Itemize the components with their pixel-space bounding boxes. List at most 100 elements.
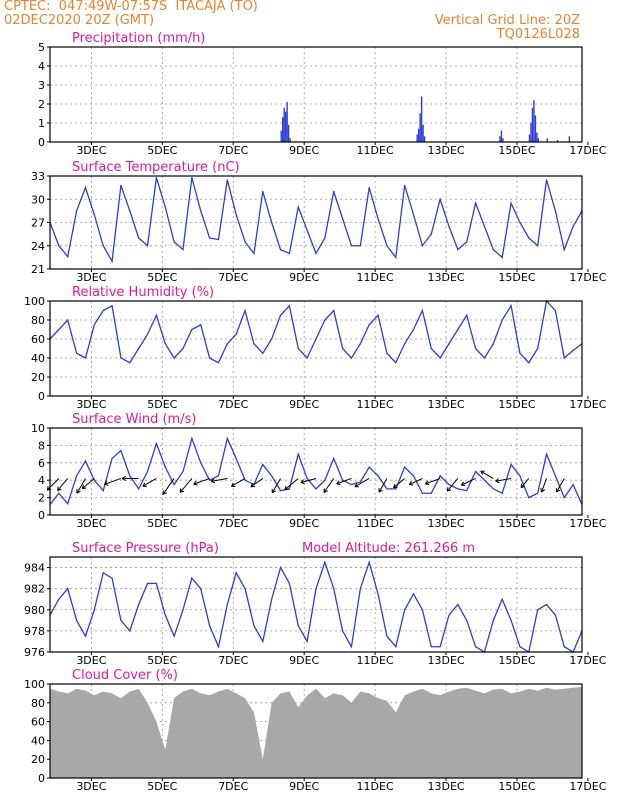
point-rh-25 [271, 338, 273, 340]
wind-arrow-26 [495, 477, 512, 484]
point-rh-10 [138, 347, 140, 350]
xtick-wind-1: 5DEC [147, 517, 177, 530]
precip-bar-2 [283, 107, 285, 142]
ytick-temp-0: 21 [31, 263, 45, 276]
point-pres-6 [102, 572, 104, 574]
wind-arrow-27 [520, 478, 530, 489]
wind-arrow-4 [104, 477, 122, 486]
wind-arrow-5 [121, 475, 139, 481]
point-temp-5 [93, 214, 95, 216]
cloud-area [50, 686, 582, 778]
point-wind-28 [297, 453, 299, 455]
header-location: CPTEC: 047:49W-07:57S ITACAJA (TO) [4, 0, 258, 14]
point-temp-27 [288, 252, 290, 255]
point-rh-9 [129, 362, 131, 364]
point-temp-36 [368, 187, 370, 189]
point-temp-1 [58, 245, 60, 247]
point-wind-53 [519, 475, 521, 477]
point-pres-47 [466, 619, 468, 621]
wind-arrow-12 [250, 478, 264, 488]
point-temp-25 [271, 221, 273, 224]
point-temp-30 [315, 252, 317, 255]
xtick-temp-0: 3DEC [76, 271, 106, 284]
point-rh-14 [173, 357, 175, 359]
point-wind-27 [288, 488, 290, 490]
point-wind-33 [342, 479, 344, 481]
point-temp-4 [84, 187, 87, 189]
point-pres-44 [439, 646, 441, 648]
chart-temp: 21 24 27 30 33 3DEC 5DEC 7DEC 9DEC 11DEC 13DEC 15DE… [31, 160, 607, 284]
point-wind-37 [377, 475, 379, 477]
point-temp-17 [200, 210, 202, 212]
point-pres-7 [111, 577, 113, 579]
xtick-pres-0: 3DEC [76, 654, 106, 667]
precip-bar-17 [530, 123, 532, 142]
wind-arrow-25 [480, 470, 494, 479]
chart-pres: 976 978 980 982 984 3DEC 5DEC 7DEC 9DEC 11DEC 13DE… [24, 541, 607, 667]
point-pres-31 [324, 561, 326, 563]
point-wind-11 [146, 470, 149, 473]
xtick-temp-7: 17DEC [569, 271, 606, 284]
xtick-rh-7: 17DEC [569, 398, 606, 411]
point-temp-34 [350, 245, 353, 247]
chart-title-precip: Precipitation (mm/h) [72, 31, 205, 46]
ytick-wind-5: 10 [31, 422, 45, 435]
ytick-temp-1: 24 [31, 240, 45, 253]
point-rh-34 [350, 357, 353, 359]
point-rh-19 [217, 362, 220, 364]
precip-bar-9 [419, 113, 421, 142]
precip-bar-8 [417, 128, 420, 142]
point-wind-14 [173, 483, 175, 486]
point-pres-50 [492, 619, 494, 621]
ytick-precip-0: 0 [38, 136, 45, 149]
point-temp-26 [279, 249, 282, 251]
wind-arrow-11 [230, 478, 246, 487]
point-wind-13 [164, 466, 166, 468]
precip-bar-18 [531, 107, 534, 142]
point-pres-18 [209, 625, 211, 627]
point-rh-51 [501, 319, 503, 321]
xtick-precip-3: 9DEC [289, 144, 319, 157]
point-temp-29 [306, 229, 308, 231]
xtick-precip-5: 13DEC [427, 144, 464, 157]
series-line-wind [49, 436, 583, 506]
point-wind-36 [368, 466, 370, 468]
frame-pres [49, 556, 583, 653]
xtick-wind-6: 15DEC [498, 517, 535, 530]
xtick-rh-6: 15DEC [498, 398, 535, 411]
xtick-rh-3: 9DEC [289, 398, 319, 411]
point-rh-55 [537, 347, 539, 350]
precip-bar-16 [528, 134, 531, 142]
point-temp-41 [412, 214, 415, 216]
point-wind-5 [93, 479, 95, 481]
xtick-pres-2: 7DEC [218, 654, 248, 667]
point-temp-56 [545, 179, 548, 181]
xtick-precip-0: 3DEC [76, 144, 106, 157]
point-temp-51 [501, 256, 503, 258]
ytick-wind-2: 4 [38, 474, 45, 487]
point-temp-21 [235, 214, 237, 216]
point-pres-34 [350, 646, 353, 648]
point-rh-28 [297, 347, 299, 350]
ytick-precip-2: 2 [38, 98, 45, 111]
point-pres-45 [448, 614, 450, 616]
xtick-pres-7: 17DEC [569, 654, 606, 667]
point-temp-2 [67, 256, 69, 258]
precip-bar-21 [536, 132, 538, 142]
point-rh-27 [288, 305, 290, 307]
point-pres-28 [297, 625, 299, 627]
point-rh-38 [386, 352, 388, 354]
point-wind-34 [350, 483, 353, 486]
point-wind-9 [129, 475, 131, 477]
wind-arrow-18 [354, 478, 370, 488]
ytick-rh-0: 0 [38, 390, 45, 403]
point-wind-55 [537, 492, 539, 494]
point-temp-9 [129, 210, 131, 212]
point-wind-3 [76, 475, 78, 477]
point-temp-52 [510, 202, 512, 204]
frame-rh [49, 300, 583, 397]
chart-cloud: 0 20 40 60 80 100 3DEC 5DEC 7DEC 9DEC 11DEC 13DEC 15… [24, 668, 607, 793]
ytick-wind-0: 0 [38, 509, 45, 522]
point-rh-40 [404, 343, 406, 345]
point-wind-19 [217, 475, 220, 477]
